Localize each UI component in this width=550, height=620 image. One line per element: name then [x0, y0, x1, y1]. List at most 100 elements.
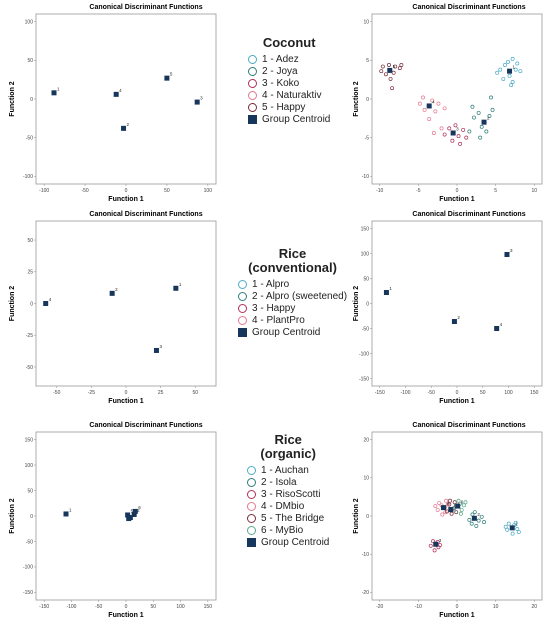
centroid-label: 2 [115, 287, 118, 292]
centroid-label: 3 [456, 127, 459, 132]
y-tick-label: 100 [25, 463, 34, 469]
centroid-label: 1 [57, 86, 60, 91]
group-centroid-marker [121, 125, 127, 131]
x-tick-label: 10 [493, 604, 499, 610]
x-tick-label: 10 [531, 188, 537, 194]
y-tick-label: -50 [26, 539, 33, 545]
legend-item-centroid: Group Centroid [238, 326, 347, 338]
x-tick-label: 0 [456, 390, 459, 396]
y-tick-label: 0 [30, 301, 33, 307]
x-tick-label: 100 [504, 390, 513, 396]
legend-marker-circle [247, 513, 256, 523]
data-point [442, 106, 447, 111]
y-tick-label: 0 [30, 97, 33, 103]
group-centroid-marker [51, 90, 57, 96]
group-centroid-marker [448, 507, 454, 513]
data-point [397, 66, 402, 71]
centroid-label: 4 [432, 99, 435, 104]
x-tick-label: -100 [400, 390, 410, 396]
legend-item-label: 4 - PlantPro [252, 314, 305, 326]
chart-title: Canonical Discriminant Functions [89, 422, 202, 429]
legend-marker-circle [248, 78, 257, 88]
legend-marker-square [248, 114, 257, 124]
legend-coconut: Coconut 1 - Adez 2 - Joya 3 - Koko 4 - Natur… [248, 36, 330, 125]
centroid-label: 3 [132, 512, 135, 517]
data-point [467, 517, 472, 522]
data-point [461, 127, 466, 132]
data-point [453, 123, 458, 128]
group-centroid-marker [127, 515, 133, 521]
centroid-label: 2 [477, 512, 480, 517]
y-tick-label: 20 [363, 437, 369, 443]
legend-item: 3 - Happy [238, 302, 347, 314]
data-point [433, 109, 438, 114]
y-tick-label: -150 [359, 376, 369, 382]
y-tick-label: 50 [27, 58, 33, 64]
data-point [510, 80, 515, 84]
data-point [438, 543, 442, 547]
legend-marker-circle [238, 315, 247, 325]
data-point [447, 126, 452, 131]
legend-item-label: 3 - RisoScotti [261, 488, 321, 500]
data-point [444, 498, 449, 503]
chart-coconut-left: Canonical Discriminant Functions Function… [9, 4, 217, 203]
centroid-label: 6 [461, 500, 464, 505]
data-point [436, 101, 441, 106]
x-axis-label: Function 1 [439, 612, 474, 619]
x-axis-label: Function 1 [439, 398, 474, 405]
x-tick-label: 50 [192, 390, 198, 396]
data-point [437, 501, 442, 505]
x-tick-label: -10 [376, 188, 383, 194]
x-tick-label: 20 [531, 604, 537, 610]
legend-item: 6 - MyBio [247, 524, 329, 536]
legend-item-label: 2 - Joya [262, 65, 298, 77]
legend-marker-circle [247, 465, 256, 475]
y-tick-label: 10 [363, 476, 369, 482]
x-tick-label: -150 [375, 390, 385, 396]
y-tick-label: 5 [366, 58, 369, 64]
y-axis-label: Function 2 [353, 81, 360, 116]
legend-item: 4 - DMbio [247, 500, 329, 512]
legend-item-label: Group Centroid [261, 536, 330, 548]
chart-coconut-right: Canonical Discriminant Functions Function… [353, 4, 543, 203]
data-point [482, 520, 486, 525]
legend-marker-circle [248, 90, 257, 100]
x-tick-label: 0 [125, 390, 128, 396]
data-point [476, 110, 481, 115]
data-point [490, 107, 495, 112]
x-tick-label: -50 [95, 604, 102, 610]
chart-rice-conventional-left: Canonical Discriminant Functions Function… [9, 211, 217, 405]
legend-marker-circle [248, 102, 257, 112]
y-tick-label: -10 [362, 174, 369, 180]
centroid-label: 4 [119, 88, 122, 93]
centroid-label: 1 [513, 65, 516, 70]
legend-marker-square [247, 537, 256, 547]
data-point [447, 502, 452, 507]
data-point [470, 104, 475, 109]
x-tick-label: 25 [158, 390, 164, 396]
data-point [431, 539, 435, 544]
group-centroid-marker [194, 99, 200, 105]
data-point [433, 504, 438, 509]
y-tick-label: 25 [27, 270, 33, 276]
group-centroid-marker [433, 541, 439, 547]
data-point [393, 64, 398, 69]
x-axis-label: Function 1 [108, 398, 143, 405]
data-point [463, 500, 468, 505]
y-tick-label: 50 [363, 276, 369, 282]
y-axis-label: Function 2 [9, 498, 16, 533]
x-tick-label: 150 [530, 390, 539, 396]
y-tick-label: -100 [359, 351, 369, 357]
centroid-label: 1 [69, 507, 72, 512]
x-tick-label: -50 [81, 188, 88, 194]
group-centroid-marker [63, 511, 69, 517]
legend-item-label: 1 - Auchan [261, 464, 309, 476]
legend-item: 2 - Alpro (sweetened) [238, 290, 347, 302]
data-point [505, 527, 510, 532]
y-axis-label: Function 2 [353, 498, 360, 533]
data-point [450, 138, 455, 143]
data-point [459, 507, 464, 512]
group-centroid-marker [173, 285, 179, 291]
data-point [479, 514, 484, 519]
chart-rice-organic-left: Canonical Discriminant Functions Function… [9, 422, 217, 619]
